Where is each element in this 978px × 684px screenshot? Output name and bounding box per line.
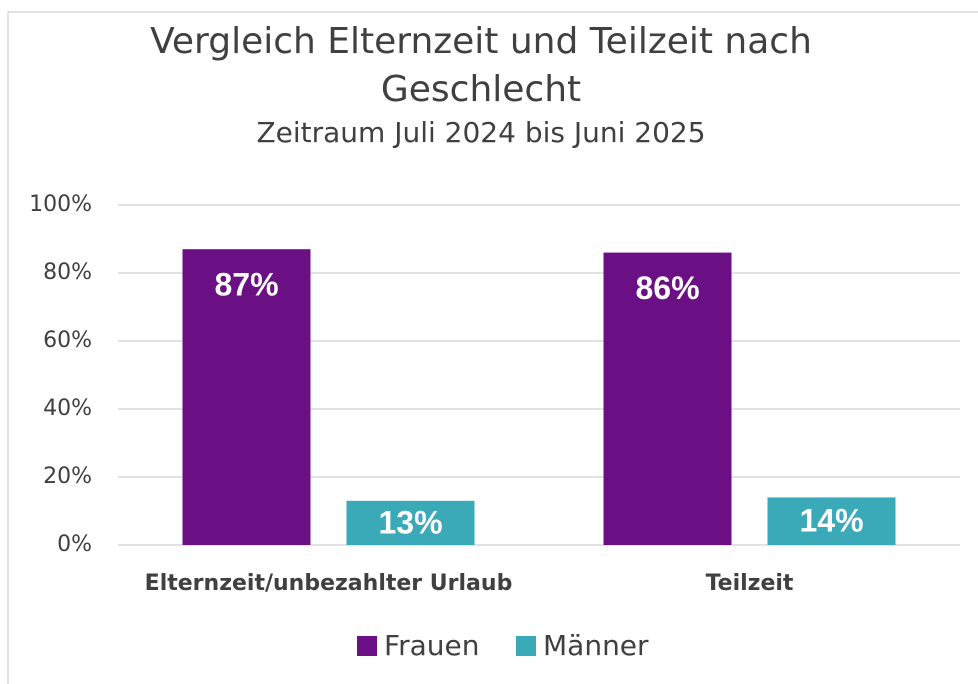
- bar: [182, 249, 311, 545]
- data-label: 86%: [635, 270, 699, 306]
- y-tick-label: 80%: [43, 260, 92, 285]
- legend-label: Männer: [543, 629, 649, 662]
- data-label: 87%: [214, 267, 278, 303]
- y-tick-label: 0%: [57, 532, 92, 557]
- y-tick-label: 40%: [43, 396, 92, 421]
- data-label: 14%: [799, 503, 863, 539]
- chart-title: Vergleich Elternzeit und Teilzeit nach G…: [150, 21, 812, 110]
- x-tick-label: Elternzeit/unbezahlter Urlaub: [145, 571, 513, 596]
- y-tick-label: 60%: [43, 328, 92, 353]
- legend-label: Frauen: [384, 629, 479, 662]
- legend-swatch: [357, 636, 377, 656]
- data-label: 13%: [378, 504, 442, 540]
- bar: [346, 500, 475, 545]
- y-tick-label: 100%: [29, 192, 92, 217]
- bar: [767, 497, 896, 545]
- chart-frame: [7, 11, 978, 684]
- x-tick-label: Teilzeit: [706, 571, 794, 596]
- chart-subtitle: Zeitraum Juli 2024 bis Juni 2025: [256, 116, 705, 149]
- y-tick-label: 20%: [43, 464, 92, 489]
- legend-swatch: [516, 636, 536, 656]
- bar: [603, 252, 732, 545]
